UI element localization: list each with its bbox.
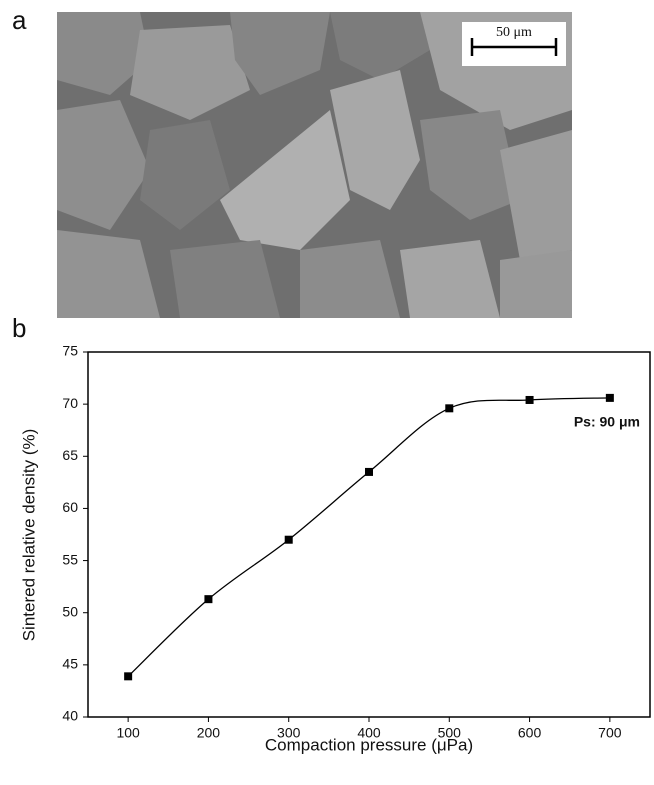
x-tick-label: 300 [277,725,301,741]
y-tick-label: 40 [62,708,78,724]
sem-image: 50 μm [57,12,572,318]
y-tick-label: 75 [62,343,78,359]
y-tick-label: 45 [62,656,78,672]
marker [526,396,534,404]
y-axis-title: Sintered relative density (%) [19,429,38,642]
y-tick-label: 65 [62,447,78,463]
page: {"figure": {"panel_a": "a", "panel_b": "… [0,0,654,785]
x-tick-label: 200 [197,725,221,741]
marker [285,536,293,544]
marker [365,468,373,476]
y-tick-label: 70 [62,395,78,411]
panel-label: a [12,5,27,35]
marker [606,394,614,402]
line [128,398,610,676]
x-tick-label: 400 [357,725,381,741]
x-tick-label: 100 [116,725,140,741]
annotation: Ps: 90 μm [574,414,640,430]
y-tick-label: 50 [62,603,78,619]
y-tick-label: 55 [62,551,78,567]
scale-bar-label: 50 μm [496,25,532,40]
x-tick-label: 500 [438,725,462,741]
y-tick-label: 60 [62,499,78,515]
marker [124,672,132,680]
figure: a 50 μm b Compaction pressure (μPa) Sint… [0,0,654,785]
x-tick-label: 600 [518,725,542,741]
x-tick-label: 700 [598,725,622,741]
panel-label: b [12,313,26,343]
marker [204,595,212,603]
marker [445,404,453,412]
plot-frame [88,352,650,717]
